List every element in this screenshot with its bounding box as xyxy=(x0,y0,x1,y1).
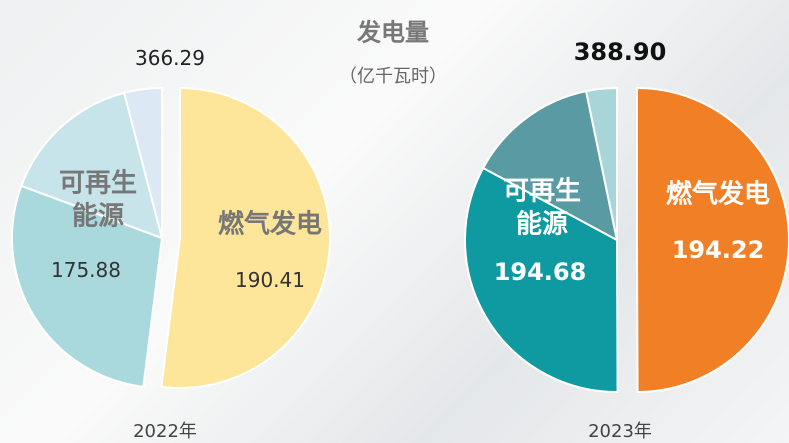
value-label: 194.68 xyxy=(494,258,587,286)
year-label: 2023年 xyxy=(588,417,652,443)
chart-subtitle: （亿千瓦时） xyxy=(339,62,447,88)
chart-title: 发电量 xyxy=(357,13,429,48)
slice-label: 燃气发电 xyxy=(666,174,770,211)
slice-label: 可再生能源 xyxy=(500,176,584,241)
value-label: 194.22 xyxy=(672,236,765,264)
total-label: 366.29 xyxy=(135,46,205,70)
value-label: 175.88 xyxy=(51,258,121,282)
value-label: 190.41 xyxy=(235,268,305,292)
slice-label: 可再生能源 xyxy=(56,168,140,233)
slice-label: 燃气发电 xyxy=(218,204,322,241)
total-label: 388.90 xyxy=(574,38,667,66)
page: 发电量 （亿千瓦时） 366.29 2022年 燃气发电 190.41 可再生能源 175… xyxy=(0,0,789,443)
year-label: 2022年 xyxy=(133,417,197,443)
